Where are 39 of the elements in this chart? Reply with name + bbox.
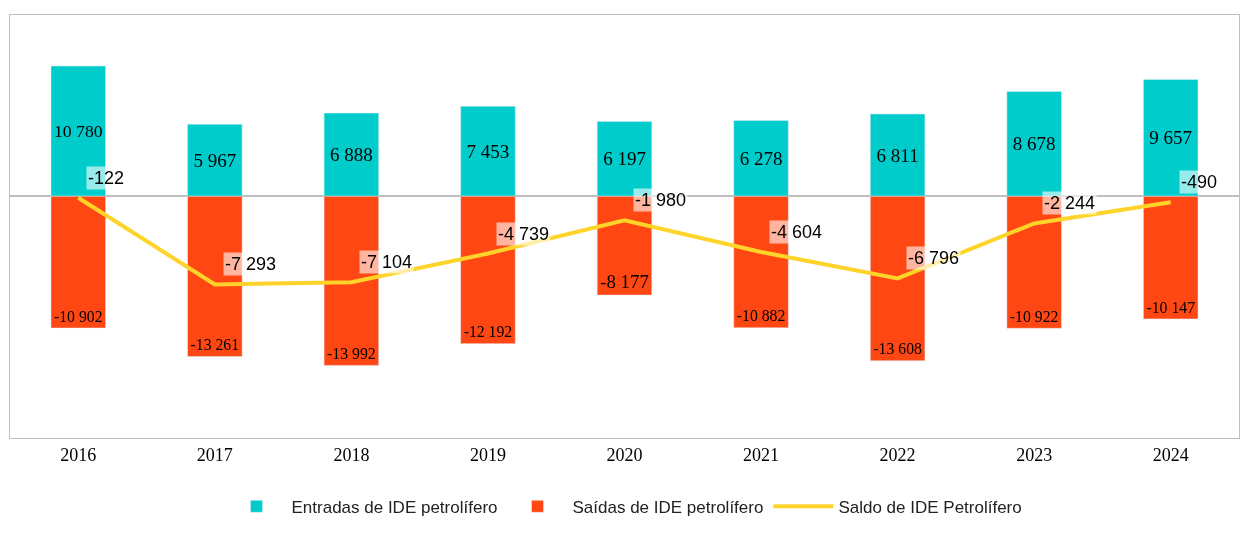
x-tick-label: 2021 <box>743 444 780 465</box>
x-tick-label: 2020 <box>606 444 643 465</box>
data-label: -13 992 <box>327 345 376 363</box>
data-label: 7 453 <box>466 140 510 162</box>
x-tick-label: 2018 <box>333 444 370 465</box>
data-label: -490 <box>1181 172 1218 192</box>
data-label: 6 197 <box>603 148 646 170</box>
data-label: 6 888 <box>330 144 373 166</box>
data-label: -7 104 <box>361 252 413 272</box>
data-label: -13 608 <box>873 340 923 358</box>
x-tick-label: 2024 <box>1152 444 1189 465</box>
data-label: 6 278 <box>739 147 783 169</box>
x-tick-label: 2017 <box>196 444 233 465</box>
data-label: 9 657 <box>1149 127 1193 149</box>
data-label: -122 <box>88 168 125 188</box>
data-label: -10 902 <box>53 307 103 325</box>
data-label: -7 293 <box>225 254 277 274</box>
x-tick-label: 2016 <box>60 444 97 465</box>
data-label: -10 922 <box>1009 307 1059 325</box>
x-tick-label: 2019 <box>469 444 506 465</box>
legend-label: Entradas de IDE petrolífero <box>291 497 498 517</box>
x-tick-label: 2023 <box>1016 444 1053 465</box>
data-label: -6 796 <box>908 248 960 268</box>
data-label: -8 177 <box>600 271 649 293</box>
data-label: -12 192 <box>463 323 513 341</box>
x-tick-label: 2022 <box>879 444 916 465</box>
data-label: -4 739 <box>498 224 550 244</box>
data-label: -2 244 <box>1044 193 1096 213</box>
data-label: 6 811 <box>876 144 919 166</box>
data-label: -10 882 <box>736 307 786 325</box>
data-label: 8 678 <box>1012 133 1056 155</box>
data-label: 5 967 <box>193 149 237 171</box>
legend-label: Saídas de IDE petrolífero <box>572 497 764 517</box>
data-label: -4 604 <box>771 222 823 242</box>
data-label: 10 780 <box>53 121 103 142</box>
data-label: -13 261 <box>190 336 240 354</box>
legend-label: Saldo de IDE Petrolífero <box>838 497 1022 517</box>
data-label: -1 980 <box>635 190 687 210</box>
data-label: -10 147 <box>1146 298 1196 316</box>
